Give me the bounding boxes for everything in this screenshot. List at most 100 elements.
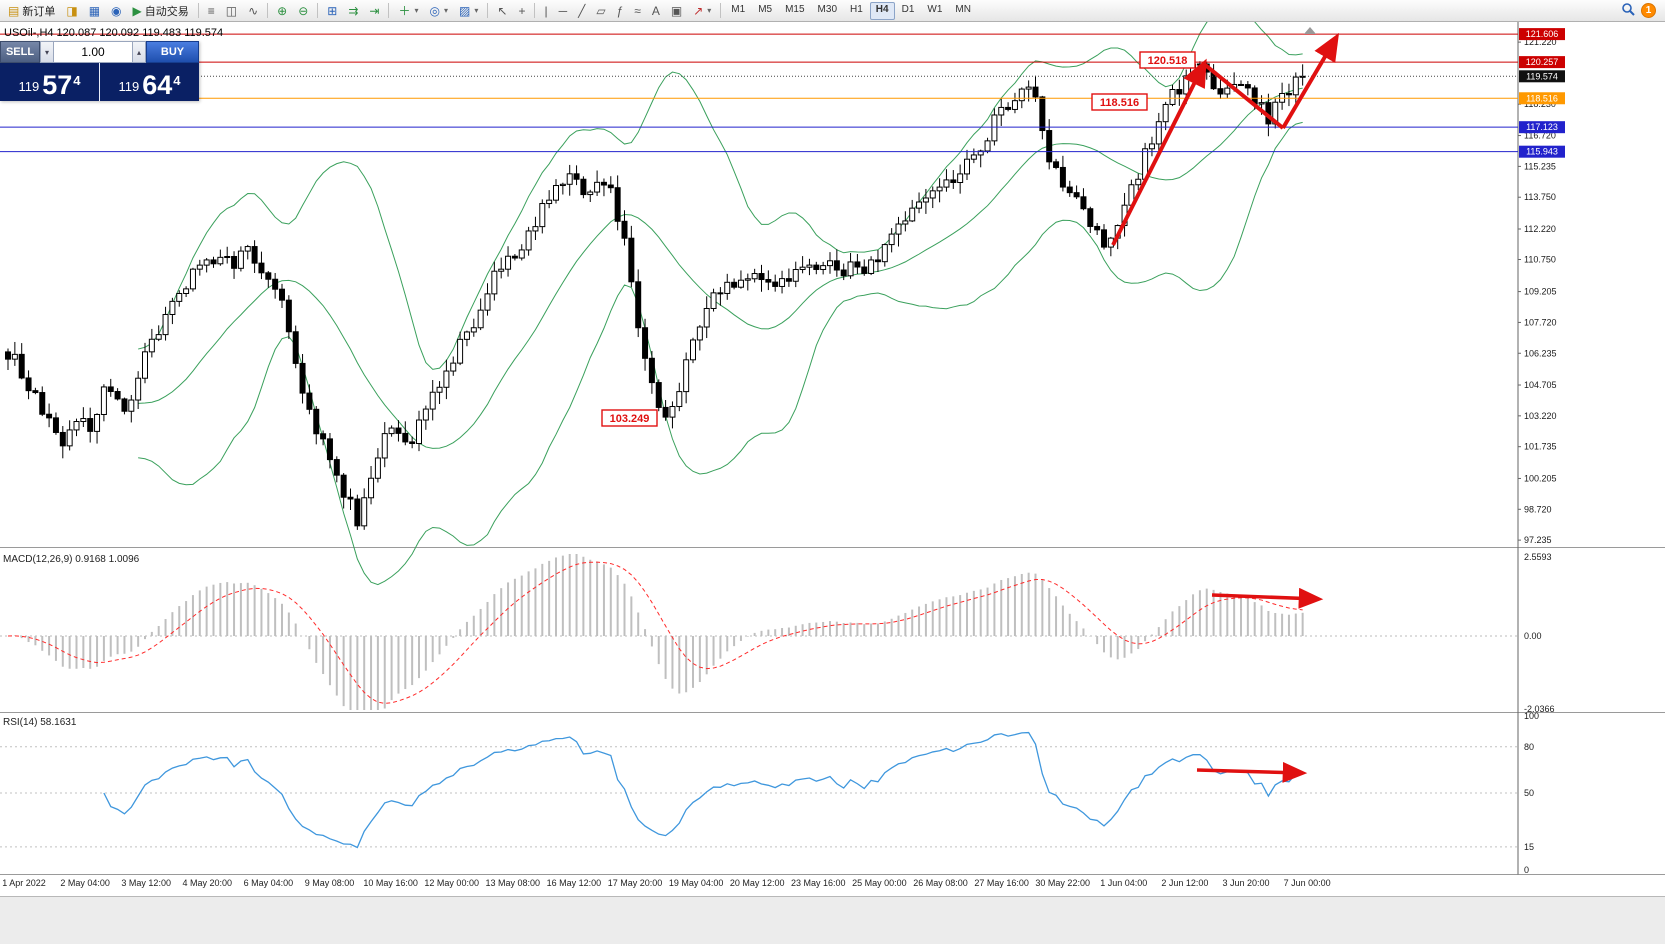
svg-text:103.249: 103.249 xyxy=(610,413,650,425)
timeframe-d1[interactable]: D1 xyxy=(901,3,915,15)
market-watch-icon: ◨ xyxy=(66,3,78,18)
charts-icon: ▦ xyxy=(88,3,101,18)
timeframe-m30[interactable]: M30 xyxy=(817,3,837,15)
vertical-line-tool[interactable]: | xyxy=(539,1,552,20)
svg-text:121.606: 121.606 xyxy=(1526,29,1559,39)
dropdown-arrow-icon: ▾ xyxy=(474,6,479,15)
status-area xyxy=(0,896,1665,944)
chart-shift-marker[interactable] xyxy=(1304,27,1316,34)
trade-prices-row: 119 57 4 119 64 4 xyxy=(0,63,199,101)
horizontal-lines[interactable] xyxy=(0,33,1518,153)
sell-price[interactable]: 119 57 4 xyxy=(0,63,99,101)
svg-text:2 Jun 12:00: 2 Jun 12:00 xyxy=(1161,878,1208,888)
candlestick-chart-button[interactable]: ◫ xyxy=(221,1,242,20)
periods-icon: ◎ xyxy=(429,3,440,18)
rsi-pane: RSI(14) 58.1631 100 80 50 15 0 xyxy=(0,711,1539,875)
templates-icon: ▨ xyxy=(459,3,471,18)
waves-tool[interactable]: ≈ xyxy=(629,1,646,20)
volume-input[interactable] xyxy=(54,41,132,63)
new-order-button[interactable]: ▤ 新订单 xyxy=(3,1,60,20)
label-tool[interactable]: ▣ xyxy=(666,1,687,20)
volume-decrease-button[interactable]: ▾ xyxy=(40,41,54,63)
charts-button[interactable]: ▦ xyxy=(84,1,105,20)
toolbar-separator xyxy=(267,3,269,18)
toolbar-right-group: 1 xyxy=(1621,2,1662,20)
sell-button[interactable]: SELL xyxy=(0,41,40,63)
volume-increase-button[interactable]: ▴ xyxy=(132,41,146,63)
svg-text:12 May 00:00: 12 May 00:00 xyxy=(424,878,479,888)
channel-tool[interactable]: ▱ xyxy=(591,1,610,20)
svg-text:10 May 16:00: 10 May 16:00 xyxy=(363,878,418,888)
chart-shift-icon: ⇥ xyxy=(369,3,380,18)
history-icon: ◉ xyxy=(111,3,122,18)
indicators-button[interactable]: ＋ ▾ xyxy=(393,1,423,20)
search-icon[interactable] xyxy=(1621,2,1636,20)
dropdown-arrow-icon: ▾ xyxy=(707,6,712,15)
dropdown-arrow-icon: ▾ xyxy=(414,6,419,15)
svg-text:23 May 16:00: 23 May 16:00 xyxy=(791,878,846,888)
dropdown-arrow-icon: ▾ xyxy=(444,6,449,15)
svg-text:107.720: 107.720 xyxy=(1524,317,1557,327)
svg-text:7 Jun 00:00: 7 Jun 00:00 xyxy=(1284,878,1331,888)
svg-text:120.257: 120.257 xyxy=(1526,57,1559,67)
notification-badge[interactable]: 1 xyxy=(1641,3,1656,18)
svg-text:9 May 08:00: 9 May 08:00 xyxy=(305,878,355,888)
zoom-out-button[interactable]: ⊖ xyxy=(293,1,313,20)
sell-price-main: 119 xyxy=(18,79,40,94)
market-watch-button[interactable]: ◨ xyxy=(61,1,82,20)
annotation-price-label xyxy=(1139,51,1196,69)
svg-text:116.720: 116.720 xyxy=(1524,131,1556,141)
buy-button[interactable]: BUY xyxy=(146,41,199,63)
fibonacci-tool[interactable]: ƒ xyxy=(612,1,629,20)
line-chart-button[interactable]: ∿ xyxy=(243,1,263,20)
channel-icon: ▱ xyxy=(596,3,606,18)
periods-button[interactable]: ◎ ▾ xyxy=(425,1,454,20)
timeframe-mn[interactable]: MN xyxy=(955,3,971,15)
auto-scroll-button[interactable]: ⇉ xyxy=(343,1,363,20)
svg-text:80: 80 xyxy=(1524,742,1534,752)
crosshair-tool-button[interactable]: + xyxy=(513,1,530,20)
tile-windows-icon: ⊞ xyxy=(327,3,338,18)
svg-text:30 May 22:00: 30 May 22:00 xyxy=(1035,878,1090,888)
timeframe-w1[interactable]: W1 xyxy=(927,3,943,15)
timeframe-m5[interactable]: M5 xyxy=(758,3,773,15)
timeframe-h1[interactable]: H1 xyxy=(850,3,863,15)
svg-text:98.720: 98.720 xyxy=(1524,504,1552,514)
arrows-tool[interactable]: ↗ ▾ xyxy=(688,1,716,20)
chart-canvas[interactable]: 121.220118.230116.720115.235113.750112.2… xyxy=(0,22,1665,944)
svg-text:100.205: 100.205 xyxy=(1524,473,1557,483)
horizontal-line-tool[interactable]: ─ xyxy=(554,1,573,20)
svg-text:-2.0366: -2.0366 xyxy=(1524,704,1555,714)
buy-price[interactable]: 119 64 4 xyxy=(100,63,199,101)
tile-windows-button[interactable]: ⊞ xyxy=(322,1,342,20)
trendline-tool[interactable]: ╱ xyxy=(573,1,590,20)
chart-workspace: 121.220118.230116.720115.235113.750112.2… xyxy=(0,22,1665,944)
zoom-in-button[interactable]: ⊕ xyxy=(272,1,292,20)
toolbar-separator xyxy=(534,3,536,18)
price-axis[interactable]: 121.220118.230116.720115.235113.750112.2… xyxy=(1518,28,1565,545)
annotation-price-label xyxy=(601,409,658,427)
timeframe-m15[interactable]: M15 xyxy=(785,3,805,15)
annotations[interactable]: 120.518 118.516 103.249 xyxy=(601,32,1340,783)
timeframe-h4[interactable]: H4 xyxy=(869,1,895,20)
vertical-line-icon: | xyxy=(544,3,548,18)
waves-icon: ≈ xyxy=(634,3,641,18)
label-icon: ▣ xyxy=(670,3,683,18)
chart-shift-button[interactable]: ⇥ xyxy=(364,1,384,20)
time-axis[interactable]: 1 Apr 2022 2 May 04:00 3 May 12:00 4 May 20… xyxy=(2,878,1330,888)
history-center-button[interactable]: ◉ xyxy=(106,1,126,20)
bar-chart-button[interactable]: ≡ xyxy=(203,1,220,20)
timeframe-m1[interactable]: M1 xyxy=(731,3,746,15)
sell-price-sup: 4 xyxy=(73,73,81,88)
cursor-tool-button[interactable]: ↖ xyxy=(492,1,512,20)
text-tool[interactable]: A xyxy=(647,1,665,20)
chart-title: USOil-,H4 120.087 120.092 119.483 119.57… xyxy=(4,27,224,39)
autotrading-button[interactable]: ▶ 自动交易 xyxy=(128,1,194,20)
svg-text:118.516: 118.516 xyxy=(1526,93,1558,103)
toolbar-separator xyxy=(388,3,390,18)
templates-button[interactable]: ▨ ▾ xyxy=(454,1,483,20)
autotrading-label: 自动交易 xyxy=(144,5,189,18)
trade-controls-row: SELL ▾ ▴ BUY xyxy=(0,41,199,63)
svg-text:15: 15 xyxy=(1524,842,1534,852)
svg-text:115.235: 115.235 xyxy=(1524,161,1556,171)
